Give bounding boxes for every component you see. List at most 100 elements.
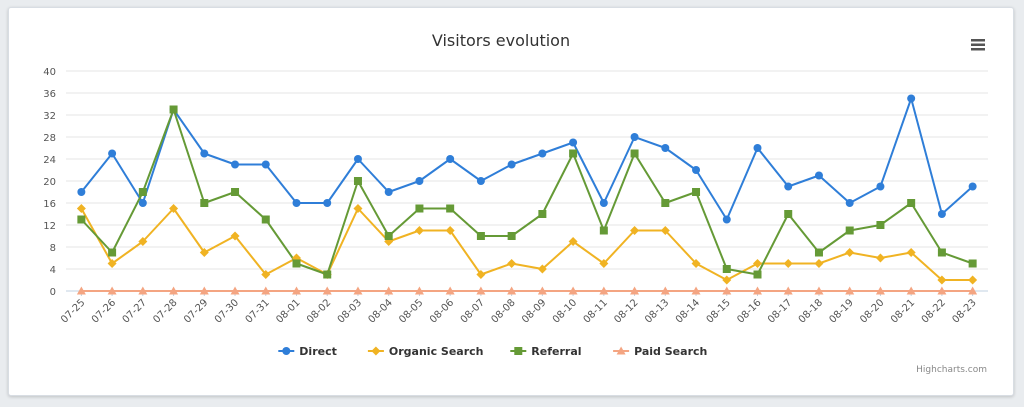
data-point-organic-search[interactable] <box>414 226 424 235</box>
data-point-paid-search[interactable] <box>230 286 240 295</box>
data-point-direct[interactable] <box>231 160 240 169</box>
data-point-referral[interactable] <box>476 232 485 240</box>
data-point-referral[interactable] <box>722 265 731 273</box>
data-point-direct[interactable] <box>814 171 823 180</box>
data-point-organic-search[interactable] <box>169 204 179 213</box>
data-point-referral[interactable] <box>907 199 916 207</box>
data-point-paid-search[interactable] <box>660 286 670 295</box>
data-point-direct[interactable] <box>353 155 362 163</box>
data-point-organic-search[interactable] <box>476 270 486 279</box>
data-point-referral[interactable] <box>784 210 793 218</box>
legend-item-paid-search[interactable]: Paid Search <box>613 345 707 358</box>
credits-link[interactable]: Highcharts.com <box>916 365 987 375</box>
data-point-direct[interactable] <box>323 199 332 207</box>
data-point-direct[interactable] <box>692 166 701 174</box>
data-point-referral[interactable] <box>968 259 977 268</box>
data-point-direct[interactable] <box>661 144 670 152</box>
data-point-paid-search[interactable] <box>76 286 86 295</box>
data-point-direct[interactable] <box>876 182 885 191</box>
data-point-paid-search[interactable] <box>353 286 363 295</box>
data-point-direct[interactable] <box>784 182 793 191</box>
data-point-organic-search[interactable] <box>199 248 209 257</box>
data-point-paid-search[interactable] <box>445 286 455 295</box>
data-point-paid-search[interactable] <box>937 286 947 295</box>
data-point-paid-search[interactable] <box>537 286 547 295</box>
data-point-referral[interactable] <box>538 210 547 218</box>
data-point-organic-search[interactable] <box>630 226 640 235</box>
data-point-organic-search[interactable] <box>599 259 609 268</box>
legend-item-referral[interactable]: Referral <box>510 345 582 358</box>
data-point-organic-search[interactable] <box>660 226 670 235</box>
data-point-referral[interactable] <box>353 177 362 185</box>
legend-item-organic-search[interactable]: Organic Search <box>367 345 484 358</box>
data-point-organic-search[interactable] <box>537 264 547 274</box>
data-point-paid-search[interactable] <box>968 286 978 295</box>
data-point-direct[interactable] <box>261 160 270 169</box>
data-point-referral[interactable] <box>77 215 86 224</box>
data-point-organic-search[interactable] <box>507 259 517 268</box>
data-point-organic-search[interactable] <box>76 204 86 213</box>
data-point-paid-search[interactable] <box>722 286 732 295</box>
data-point-referral[interactable] <box>323 270 332 279</box>
data-point-referral[interactable] <box>446 204 455 213</box>
data-point-direct[interactable] <box>753 144 762 152</box>
data-point-paid-search[interactable] <box>322 286 332 295</box>
data-point-organic-search[interactable] <box>230 231 240 241</box>
data-point-referral[interactable] <box>876 221 885 229</box>
data-point-direct[interactable] <box>907 94 916 103</box>
data-point-direct[interactable] <box>569 138 578 147</box>
data-point-organic-search[interactable] <box>722 275 732 285</box>
data-point-referral[interactable] <box>814 248 823 257</box>
data-point-direct[interactable] <box>446 155 455 163</box>
data-point-referral[interactable] <box>937 248 946 257</box>
data-point-referral[interactable] <box>169 105 178 114</box>
data-point-referral[interactable] <box>845 226 854 235</box>
legend-item-direct[interactable]: Direct <box>278 345 337 358</box>
data-point-organic-search[interactable] <box>568 237 578 246</box>
data-point-referral[interactable] <box>753 270 762 279</box>
data-point-organic-search[interactable] <box>353 204 363 213</box>
data-point-direct[interactable] <box>507 160 516 169</box>
data-point-paid-search[interactable] <box>507 286 517 295</box>
data-point-referral[interactable] <box>692 188 701 196</box>
data-point-direct[interactable] <box>538 149 547 158</box>
data-point-organic-search[interactable] <box>937 275 947 285</box>
data-point-organic-search[interactable] <box>107 259 117 268</box>
data-point-referral[interactable] <box>569 149 578 158</box>
data-point-paid-search[interactable] <box>169 286 179 295</box>
data-point-referral[interactable] <box>384 232 393 240</box>
data-point-referral[interactable] <box>415 204 424 213</box>
data-point-paid-search[interactable] <box>814 286 824 295</box>
data-point-organic-search[interactable] <box>691 259 701 268</box>
data-point-paid-search[interactable] <box>384 286 394 295</box>
data-point-organic-search[interactable] <box>445 226 455 235</box>
data-point-direct[interactable] <box>200 149 209 158</box>
data-point-direct[interactable] <box>937 210 946 218</box>
data-point-paid-search[interactable] <box>292 286 301 295</box>
data-point-organic-search[interactable] <box>753 259 762 268</box>
data-point-paid-search[interactable] <box>906 286 916 295</box>
data-point-direct[interactable] <box>599 199 608 207</box>
data-point-paid-search[interactable] <box>845 286 855 295</box>
data-point-direct[interactable] <box>722 215 731 224</box>
data-point-direct[interactable] <box>138 199 147 207</box>
data-point-referral[interactable] <box>661 199 670 207</box>
data-point-organic-search[interactable] <box>783 259 793 268</box>
data-point-referral[interactable] <box>231 188 240 196</box>
data-point-direct[interactable] <box>77 188 86 196</box>
data-point-organic-search[interactable] <box>845 248 855 257</box>
data-point-organic-search[interactable] <box>968 275 978 285</box>
data-point-paid-search[interactable] <box>414 286 424 295</box>
data-point-referral[interactable] <box>599 226 608 235</box>
data-point-paid-search[interactable] <box>476 286 486 295</box>
data-point-referral[interactable] <box>200 199 209 207</box>
data-point-referral[interactable] <box>507 232 516 240</box>
data-point-direct[interactable] <box>630 133 639 141</box>
data-point-referral[interactable] <box>630 149 639 158</box>
data-point-direct[interactable] <box>968 182 977 191</box>
data-point-referral[interactable] <box>108 248 117 257</box>
data-point-direct[interactable] <box>415 177 424 185</box>
data-point-paid-search[interactable] <box>691 286 701 295</box>
data-point-organic-search[interactable] <box>261 270 271 279</box>
data-point-paid-search[interactable] <box>783 286 793 295</box>
